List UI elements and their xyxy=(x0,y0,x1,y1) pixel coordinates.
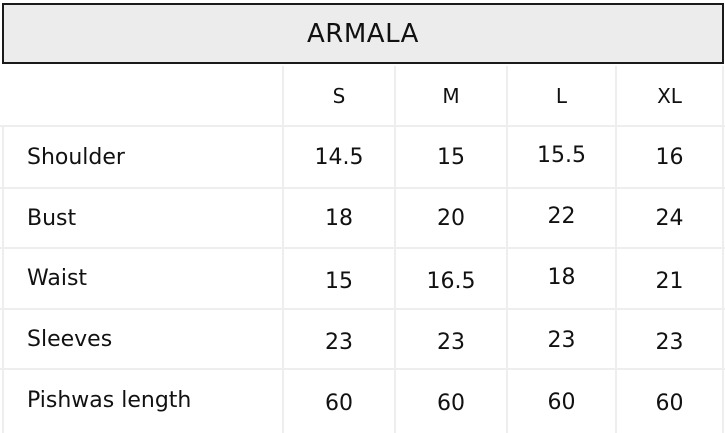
table-cell: 18 xyxy=(547,265,576,290)
column-divider xyxy=(282,66,284,433)
row-label-waist: Waist xyxy=(27,266,88,291)
row-label-shoulder: Shoulder xyxy=(27,144,125,170)
table-cell: 16 xyxy=(655,144,684,170)
column-divider xyxy=(722,66,724,433)
table-cell: 14.5 xyxy=(314,144,364,170)
table-cell: 15.5 xyxy=(537,142,586,168)
column-divider xyxy=(615,66,617,433)
row-divider xyxy=(0,187,725,189)
table-cell: 60 xyxy=(325,391,353,416)
table-cell: 23 xyxy=(547,327,576,353)
table-cell: 22 xyxy=(547,203,576,229)
row-divider xyxy=(0,368,725,370)
table-title-banner: ARMALA xyxy=(2,3,724,64)
table-title: ARMALA xyxy=(307,18,419,49)
column-divider xyxy=(506,66,508,433)
table-cell: 24 xyxy=(655,205,684,231)
row-label-bust: Bust xyxy=(27,205,77,231)
table-cell: 23 xyxy=(655,329,684,355)
table-cell: 60 xyxy=(655,391,684,416)
column-divider xyxy=(394,66,396,433)
table-cell: 23 xyxy=(437,329,465,355)
table-cell: 60 xyxy=(547,390,576,415)
size-header-l: L xyxy=(555,83,568,108)
size-header-s: S xyxy=(332,83,346,108)
size-header-xl: XL xyxy=(657,83,682,108)
table-cell: 20 xyxy=(437,205,465,231)
size-header-m: M xyxy=(442,83,460,108)
row-divider xyxy=(0,308,725,310)
table-cell: 18 xyxy=(325,205,353,231)
table-cell: 16.5 xyxy=(426,269,476,294)
table-cell: 21 xyxy=(655,269,684,294)
row-divider xyxy=(0,125,725,127)
table-cell: 15 xyxy=(437,144,465,170)
table-cell: 60 xyxy=(437,391,465,416)
row-divider xyxy=(0,247,725,249)
row-label-pishwas-length: Pishwas length xyxy=(27,387,192,413)
table-cell: 23 xyxy=(325,329,353,355)
column-divider xyxy=(2,126,4,433)
size-chart-table: S M L XL Shoulder 14.5 15 15.5 16 Bust 1… xyxy=(0,66,725,433)
table-cell: 15 xyxy=(325,269,353,294)
row-label-sleeves: Sleeves xyxy=(27,326,113,352)
